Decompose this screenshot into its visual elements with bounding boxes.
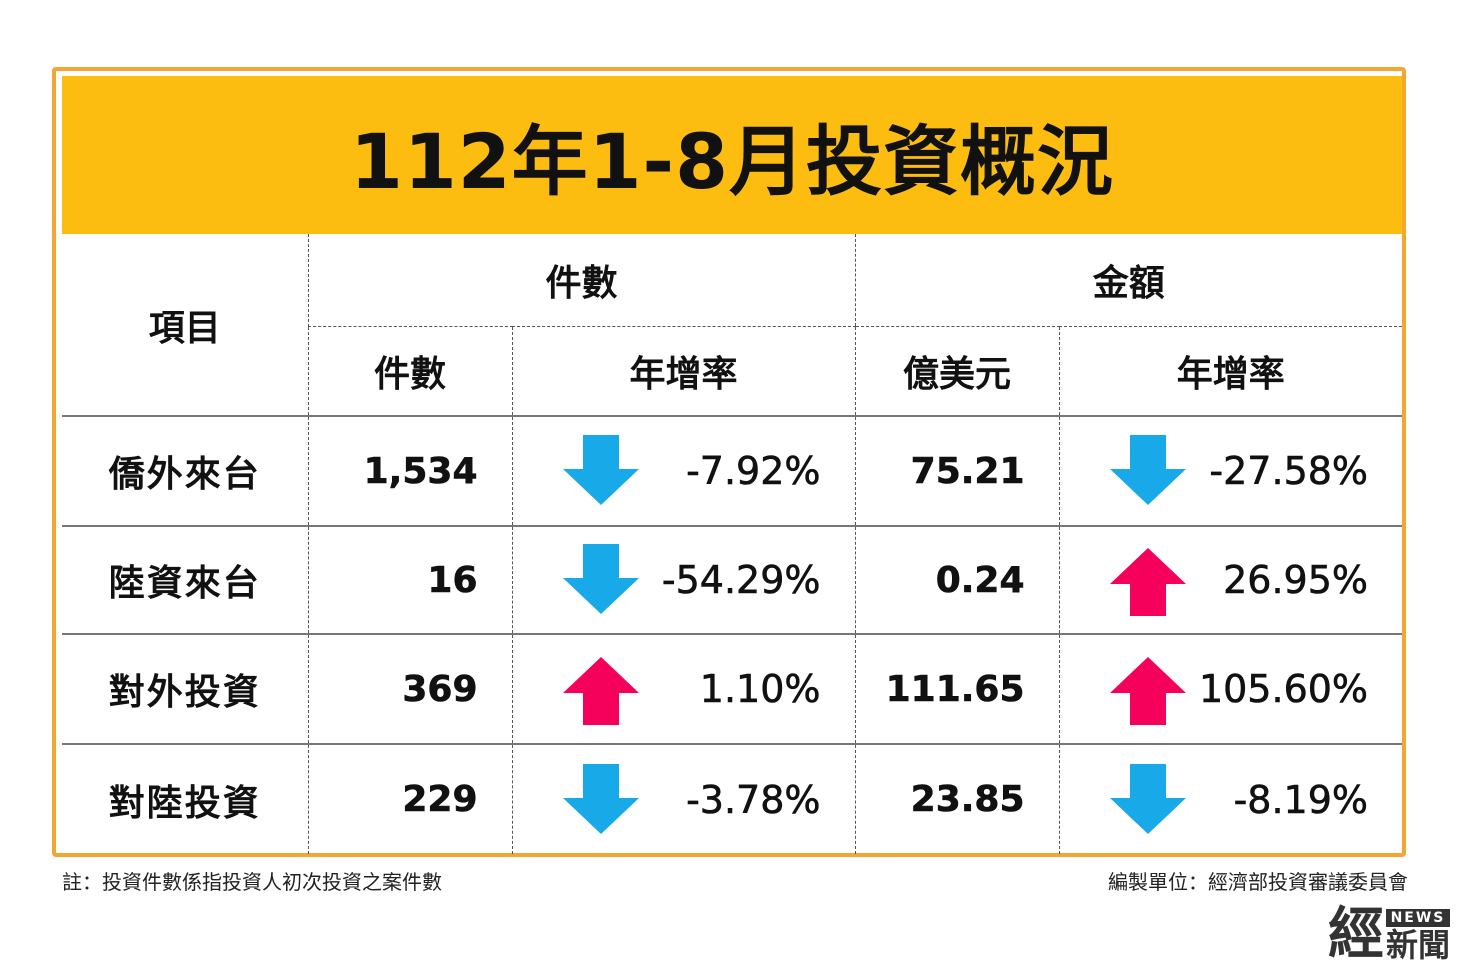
row-count: 229	[307, 744, 512, 854]
news-logo: 經 NEWS 新聞	[1328, 905, 1450, 963]
row-count-growth-cell: 1.10%	[511, 634, 856, 745]
row-amount-growth: -27.58%	[1209, 449, 1369, 494]
row-count: 369	[307, 634, 512, 745]
logo-news-tag: NEWS	[1385, 909, 1450, 927]
header-count: 件數	[307, 326, 512, 417]
row-item-label: 僑外來台	[62, 416, 308, 527]
row-item-label: 陸資來台	[62, 526, 308, 635]
logo-small-chars: 新聞	[1385, 926, 1450, 964]
logo-big-char: 經	[1327, 901, 1384, 967]
row-item-label: 對陸投資	[108, 782, 261, 824]
investment-table: 項目 件數 金額 件數 年增率 億美元 年增率 僑外來台 1,534 -7.92% 7…	[62, 234, 1403, 854]
row-amount-growth-cell: -8.19%	[1058, 744, 1403, 854]
table-row: 對陸投資 229 -3.78% 23.85 -8.19%	[62, 744, 1403, 854]
row-amount: 23.85	[854, 744, 1060, 854]
down-arrow-icon	[1109, 435, 1186, 507]
row-count: 16	[307, 526, 512, 635]
table-row: 僑外來台 1,534 -7.92% 75.21 -27.58%	[62, 416, 1403, 527]
table-row: 陸資來台 16 -54.29% 0.24 26.95%	[62, 526, 1403, 635]
row-amount: 0.24	[854, 526, 1060, 635]
down-arrow-icon	[562, 763, 639, 836]
header-count-group: 件數	[307, 234, 856, 327]
row-count-growth-cell: -3.78%	[511, 744, 856, 854]
header-count-growth: 年增率	[511, 326, 856, 417]
chart-title: 112年1-8月投資概況	[350, 117, 1114, 206]
row-count-growth-cell: -54.29%	[511, 526, 856, 635]
row-amount-growth-cell: 26.95%	[1058, 526, 1403, 635]
row-amount: 111.65	[854, 634, 1060, 745]
down-arrow-icon	[1109, 763, 1186, 836]
row-amount-growth: 26.95%	[1223, 558, 1369, 603]
row-amount-growth: 105.60%	[1198, 667, 1369, 712]
row-amount-growth: -8.19%	[1233, 777, 1369, 822]
up-arrow-icon	[1109, 544, 1186, 616]
footnote: 註：投資件數係指投資人初次投資之案件數	[62, 870, 442, 894]
down-arrow-icon	[562, 435, 639, 507]
row-count-growth: -54.29%	[661, 558, 821, 603]
header-amount: 億美元	[854, 326, 1060, 417]
header-amount-growth: 年增率	[1058, 326, 1403, 417]
row-count-growth-cell: -7.92%	[511, 416, 856, 527]
row-amount-growth-cell: -27.58%	[1058, 416, 1403, 527]
header-item: 項目	[62, 234, 308, 417]
header-amount-group: 金額	[854, 234, 1403, 327]
up-arrow-icon	[1109, 653, 1186, 725]
row-amount: 75.21	[854, 416, 1060, 527]
table-row: 對外投資 369 1.10% 111.65 105.60%	[62, 634, 1403, 745]
title-bar: 112年1-8月投資概況	[62, 76, 1402, 234]
row-amount-growth-cell: 105.60%	[1058, 634, 1403, 745]
source-note: 編製單位：經濟部投資審議委員會	[1108, 870, 1408, 894]
row-count-growth: -3.78%	[686, 777, 821, 822]
up-arrow-icon	[562, 653, 639, 725]
row-count: 1,534	[307, 416, 512, 527]
down-arrow-icon	[562, 544, 639, 616]
row-count-growth: -7.92%	[686, 449, 821, 494]
row-count-growth: 1.10%	[699, 667, 821, 712]
row-item-label: 對外投資	[62, 634, 308, 745]
